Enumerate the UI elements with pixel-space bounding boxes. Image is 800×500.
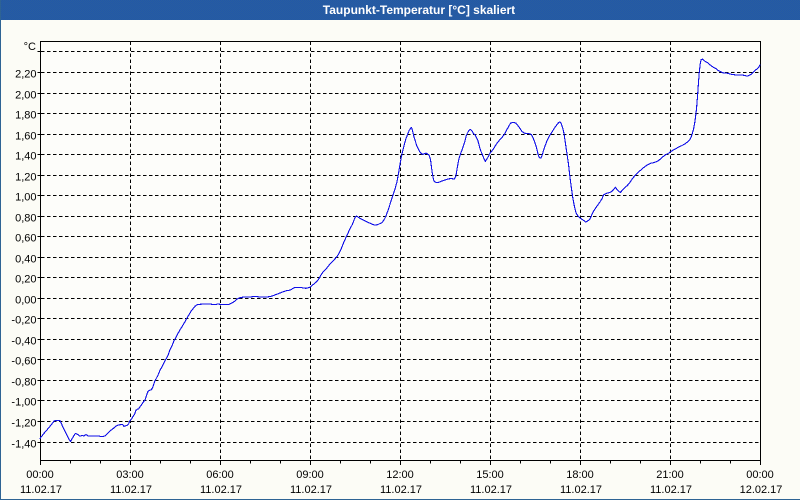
- svg-text:11.02.17: 11.02.17: [650, 484, 692, 496]
- svg-text:18:00: 18:00: [566, 469, 594, 481]
- svg-text:11.02.17: 11.02.17: [200, 484, 242, 496]
- svg-text:2,00: 2,00: [15, 90, 36, 102]
- svg-text:11.02.17: 11.02.17: [380, 484, 422, 496]
- svg-text:1,80: 1,80: [15, 110, 36, 122]
- svg-text:11.02.17: 11.02.17: [290, 484, 332, 496]
- svg-text:15:00: 15:00: [476, 469, 504, 481]
- svg-text:11.02.17: 11.02.17: [110, 484, 152, 496]
- svg-text:°C: °C: [24, 41, 36, 53]
- svg-text:-0,20: -0,20: [11, 315, 36, 327]
- svg-text:0,00: 0,00: [15, 295, 36, 307]
- svg-text:11.02.17: 11.02.17: [560, 484, 602, 496]
- svg-text:1,40: 1,40: [15, 151, 36, 163]
- svg-text:09:00: 09:00: [296, 469, 324, 481]
- svg-text:21:00: 21:00: [656, 469, 684, 481]
- svg-text:00:00: 00:00: [26, 469, 54, 481]
- svg-text:06:00: 06:00: [206, 469, 234, 481]
- svg-text:1,00: 1,00: [15, 192, 36, 204]
- svg-text:-1,40: -1,40: [11, 439, 36, 451]
- svg-text:1,20: 1,20: [15, 172, 36, 184]
- svg-text:2,20: 2,20: [15, 69, 36, 81]
- svg-text:0,40: 0,40: [15, 254, 36, 266]
- svg-text:-1,00: -1,00: [11, 397, 36, 409]
- svg-text:0,60: 0,60: [15, 233, 36, 245]
- svg-text:11.02.17: 11.02.17: [470, 484, 512, 496]
- svg-text:12:00: 12:00: [386, 469, 414, 481]
- svg-text:-0,80: -0,80: [11, 377, 36, 389]
- svg-text:1,60: 1,60: [15, 131, 36, 143]
- svg-text:-1,20: -1,20: [11, 418, 36, 430]
- svg-text:03:00: 03:00: [116, 469, 144, 481]
- svg-text:-0,60: -0,60: [11, 356, 36, 368]
- svg-text:0,20: 0,20: [15, 274, 36, 286]
- svg-text:00:00: 00:00: [746, 469, 774, 481]
- svg-text:0,80: 0,80: [15, 213, 36, 225]
- svg-text:11.02.17: 11.02.17: [20, 484, 62, 496]
- svg-text:-0,40: -0,40: [11, 336, 36, 348]
- svg-text:12.02.17: 12.02.17: [740, 484, 783, 496]
